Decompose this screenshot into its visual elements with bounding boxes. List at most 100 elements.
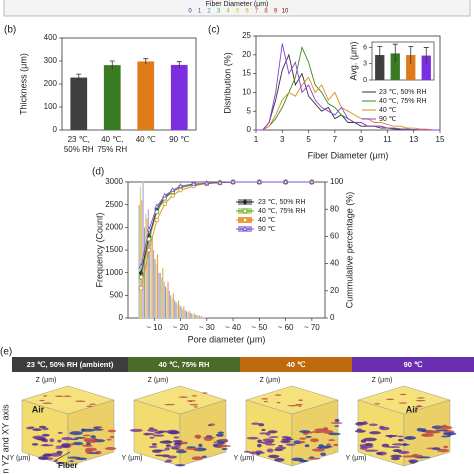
bar [185, 311, 188, 319]
fiber-texture [261, 398, 269, 400]
y-tick-label: 0 [330, 313, 335, 322]
top-strip [3, 0, 471, 17]
y-axis-label: Frequency (Count) [94, 212, 104, 287]
colorbar-tick: 6 [245, 9, 249, 15]
colorbar-tick: 3 [217, 9, 221, 15]
fiber-texture [276, 401, 281, 404]
bar [155, 263, 157, 319]
fiber-texture [188, 400, 192, 403]
bar [147, 209, 150, 319]
marker [154, 203, 160, 209]
bar [167, 281, 169, 319]
x-tick-label: 9 [359, 135, 364, 144]
fiber-texture [63, 395, 72, 397]
fiber-texture [92, 428, 104, 431]
fiber-texture [32, 435, 44, 440]
bar [205, 316, 207, 319]
legend-label: 40 ℃, 75% RH [258, 208, 306, 215]
fiber-texture [397, 438, 404, 442]
fiber-texture [374, 403, 381, 405]
fiber-texture [399, 393, 407, 396]
fiber-texture [246, 436, 259, 440]
error-bar [423, 47, 429, 64]
fiber-texture [32, 428, 42, 432]
fiber-texture [264, 443, 276, 446]
fiber-texture [311, 448, 326, 452]
bar [148, 240, 151, 319]
bar [162, 268, 164, 319]
fiber-texture [42, 454, 52, 457]
fiber-texture [72, 441, 84, 446]
axis-label-y: Y (μm) [9, 455, 30, 462]
marker [138, 285, 144, 291]
x-tick-label: ~ 70 [304, 323, 320, 332]
error-bar [176, 61, 182, 69]
fiber-texture [174, 442, 185, 445]
cumulative-line [140, 181, 312, 274]
y-tick-label: 0 [53, 125, 58, 134]
fiber-texture [82, 434, 91, 437]
y-tick-label: 200 [44, 79, 58, 88]
fiber-texture [305, 435, 312, 438]
fiber-texture [57, 439, 62, 443]
bar [189, 312, 192, 319]
fiber-texture [369, 431, 381, 435]
fiber-texture [191, 456, 204, 461]
fiber-texture [202, 392, 208, 394]
fiber-texture [437, 448, 450, 453]
x-tick-label: 40 ℃ [136, 135, 156, 144]
fiber-texture [398, 402, 408, 404]
bar [154, 258, 156, 319]
fiber-texture [275, 446, 287, 450]
fiber-texture [159, 440, 173, 444]
x-tick-label: 7 [333, 135, 338, 144]
marker [154, 217, 160, 223]
fiber-texture [390, 454, 402, 458]
x-tick-label: 90 ℃ [169, 135, 189, 144]
y-tick-label: 1000 [105, 268, 123, 277]
fiber-texture [386, 446, 401, 448]
fiber-texture [37, 456, 49, 460]
fiber-texture [394, 450, 400, 452]
fiber-texture [217, 431, 225, 434]
marker [146, 247, 152, 253]
fiber-texture [42, 402, 53, 404]
fiber-texture [209, 423, 216, 426]
fiber-texture [328, 439, 336, 442]
y-tick-label: 100 [330, 177, 344, 186]
cumulative-line [140, 181, 312, 267]
y-tick-label: 100 [44, 102, 58, 111]
fiber-texture [299, 430, 311, 433]
fiber-texture [268, 454, 280, 459]
fiber-texture [217, 441, 225, 445]
fiber-texture [260, 441, 273, 444]
fiber-texture [84, 439, 98, 443]
error-bar [109, 60, 115, 70]
fiber-texture [263, 400, 268, 403]
bar [172, 292, 175, 319]
fiber-texture [416, 397, 425, 399]
x-tick-label: 75% RH [97, 145, 127, 154]
fiber-texture [397, 435, 404, 438]
fiber-texture [55, 462, 65, 465]
y-tick-label: 400 [44, 33, 58, 42]
fiber-texture [417, 405, 422, 407]
fiber-texture [281, 438, 294, 441]
fiber-texture [84, 447, 97, 452]
y-axis-label: Distribution (%) [222, 52, 232, 114]
fiber-texture [280, 439, 291, 444]
bar [151, 236, 154, 319]
fiber-texture [334, 425, 340, 427]
fiber-texture [266, 448, 274, 453]
colorbar-tick: 8 [264, 9, 268, 15]
legend-label: 90 ℃ [258, 226, 276, 233]
x-tick-label: ~ 10 [146, 323, 162, 332]
y2-axis-label: Cummulative percentage (%) [344, 192, 354, 309]
bar [190, 313, 193, 319]
fiber-texture [261, 428, 266, 431]
y-tick-label: 80 [330, 204, 339, 213]
fiber-texture [355, 422, 365, 426]
marker [162, 201, 167, 206]
plot-frame [255, 35, 441, 131]
